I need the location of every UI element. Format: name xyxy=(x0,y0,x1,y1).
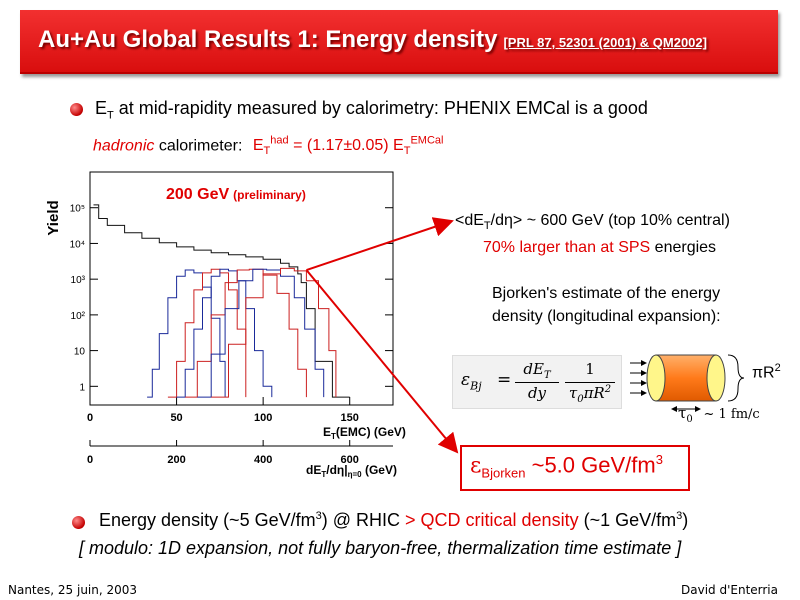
y-tick-label: 10² xyxy=(71,311,86,322)
arrow-to-result xyxy=(305,269,459,454)
bullet1-line1: ET at mid-rapidity measured by calorimet… xyxy=(95,98,648,122)
x2-tick-label: 600 xyxy=(341,454,359,466)
histogram-series-black-0 xyxy=(93,204,350,398)
y-tick-label: 10 xyxy=(74,347,86,358)
y-tick-label: 1 xyxy=(79,382,85,393)
had-emcal-equation: EThad = (1.17±0.05) ETEMCal xyxy=(252,135,444,158)
x2-tick-label: 200 xyxy=(167,454,185,466)
footer-location-date: Nantes, 25 juin, 2003 xyxy=(8,583,138,597)
histogram-series-red-2 xyxy=(167,268,247,398)
plot-label: 200 GeV (preliminary) xyxy=(166,186,306,203)
x2-tick-label: 0 xyxy=(87,454,93,466)
y-tick-label: 10⁴ xyxy=(70,239,85,250)
title-bar xyxy=(20,10,778,74)
nuclear-cylinder-diagram xyxy=(630,354,745,412)
bullet2-text: Energy density (~5 GeV/fm3) @ RHIC > QCD… xyxy=(99,510,689,530)
secondary-x-axis-label: dET/dη|η=0 (GeV) xyxy=(306,463,397,479)
x-tick-label: 0 xyxy=(87,412,93,424)
bullet1-line2: hadronic calorimeter: EThad = (1.17±0.05… xyxy=(93,135,444,158)
plot-frame xyxy=(89,171,394,406)
energy-density-result: εBjorken ~5.0 GeV/fm3 xyxy=(460,445,690,491)
bullet-icon xyxy=(72,516,85,529)
histogram-series-blue-1 xyxy=(147,269,226,398)
bullet-icon xyxy=(70,103,83,116)
footer-author: David d'Enterria xyxy=(681,583,778,597)
histogram-series-red-4 xyxy=(185,268,307,398)
tau-label: τ0 ~ 1 fm/c xyxy=(678,404,760,425)
x2-tick-label: 400 xyxy=(254,454,272,466)
histogram-series-red-6 xyxy=(211,267,337,398)
bjorken-text-line1: Bjorken's estimate of the energy xyxy=(492,285,721,302)
sps-comparison: 70% larger than at SPS energies xyxy=(483,239,717,256)
y-axis-label: Yield xyxy=(45,200,62,235)
cylinder-area-label: πR2 xyxy=(752,362,781,382)
slide-title: Au+Au Global Results 1: Energy density [P… xyxy=(38,26,707,54)
x-axis-label: ET(EMC) (GeV) xyxy=(323,425,406,441)
arrow-to-annotation xyxy=(306,217,454,271)
x-tick-label: 150 xyxy=(341,412,359,424)
x-tick-label: 100 xyxy=(254,412,272,424)
mean-det-annotation: <dET/dη> ~ 600 GeV (top 10% central) xyxy=(455,212,730,233)
title-reference: [PRL 87, 52301 (2001) & QM2002] xyxy=(503,35,707,50)
y-tick-label: 10³ xyxy=(71,275,86,286)
modulo-caveat: [ modulo: 1D expansion, not fully baryon… xyxy=(79,538,682,558)
y-tick-label: 10⁵ xyxy=(70,204,85,215)
x-tick-label: 50 xyxy=(170,412,182,424)
histogram-series-blue-5 xyxy=(197,268,325,398)
bjorken-formula: εBj = dET dy 1 τ0πR2 xyxy=(452,355,622,409)
bjorken-text-line2: density (longitudinal expansion): xyxy=(492,308,721,325)
title-text: Au+Au Global Results 1: Energy density xyxy=(38,26,498,53)
histogram-series-blue-3 xyxy=(176,268,273,398)
